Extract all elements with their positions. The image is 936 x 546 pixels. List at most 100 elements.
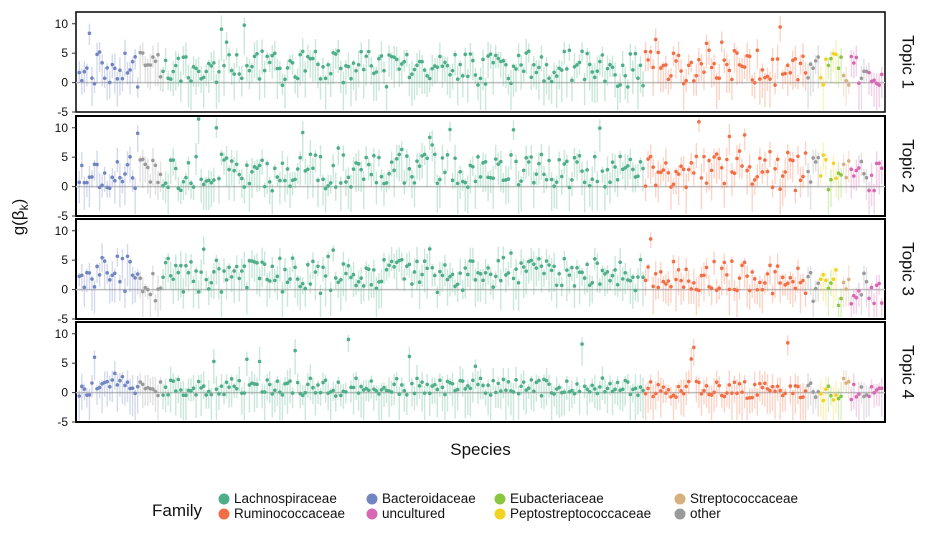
- data-point: [245, 63, 249, 68]
- data-point: [572, 64, 577, 69]
- data-point: [768, 77, 772, 81]
- data-point: [440, 156, 445, 160]
- data-point: [783, 391, 788, 396]
- data-point: [450, 381, 455, 386]
- data-point: [493, 53, 498, 58]
- data-point: [872, 391, 876, 395]
- data-point: [179, 388, 183, 392]
- data-point: [818, 392, 823, 396]
- data-point: [547, 76, 551, 81]
- data-point: [346, 175, 351, 180]
- data-point: [872, 78, 876, 83]
- data-point: [181, 290, 186, 294]
- data-point: [803, 71, 808, 75]
- data-point: [394, 57, 399, 62]
- data-point: [349, 185, 353, 189]
- data-point: [280, 161, 285, 166]
- data-point: [90, 277, 94, 281]
- data-point: [608, 180, 612, 185]
- data-point: [638, 159, 643, 164]
- data-point: [829, 177, 833, 182]
- data-point: [186, 161, 191, 165]
- data-point: [306, 262, 310, 267]
- data-point: [130, 273, 135, 278]
- data-point: [818, 174, 823, 178]
- data-point: [758, 280, 762, 285]
- data-point: [450, 68, 455, 73]
- data-point: [732, 48, 737, 53]
- data-point: [184, 263, 188, 268]
- data-point: [803, 151, 808, 155]
- data-point: [146, 287, 150, 292]
- data-point: [582, 77, 587, 82]
- data-point: [504, 62, 508, 67]
- data-point: [257, 359, 262, 364]
- data-point: [699, 61, 704, 66]
- data-point: [816, 55, 821, 59]
- data-point: [146, 63, 150, 67]
- data-point: [90, 381, 94, 385]
- data-point: [849, 301, 854, 306]
- data-point: [638, 385, 643, 389]
- data-point: [333, 276, 338, 280]
- data-point: [565, 159, 569, 164]
- data-point: [763, 158, 767, 162]
- data-point: [222, 63, 226, 68]
- data-point: [189, 389, 193, 393]
- data-point: [316, 264, 320, 269]
- data-point: [151, 271, 155, 276]
- data-point: [102, 76, 107, 81]
- data-point: [740, 390, 744, 395]
- data-point: [638, 63, 643, 68]
- data-point: [623, 270, 628, 275]
- data-point: [816, 281, 821, 286]
- data-point: [661, 168, 666, 172]
- data-point: [285, 280, 290, 285]
- data-point: [755, 287, 760, 292]
- data-point: [765, 272, 770, 276]
- data-point: [539, 55, 544, 59]
- data-point: [257, 276, 262, 281]
- data-point: [115, 383, 120, 387]
- data-point: [773, 166, 777, 171]
- data-point: [300, 130, 305, 135]
- data-point: [501, 377, 506, 382]
- data-point: [727, 287, 732, 292]
- data-point: [519, 261, 523, 265]
- data-point: [666, 279, 671, 283]
- data-point: [669, 185, 673, 189]
- data-point: [80, 163, 84, 168]
- data-point: [354, 283, 358, 288]
- data-point: [113, 271, 117, 276]
- data-point: [194, 66, 198, 71]
- data-point: [293, 265, 297, 270]
- data-point: [537, 378, 541, 383]
- data-point: [567, 273, 572, 277]
- data-point: [473, 364, 478, 369]
- data-point: [836, 171, 841, 175]
- data-point: [382, 385, 386, 390]
- data-point: [603, 272, 607, 276]
- data-point: [273, 51, 277, 56]
- data-point: [778, 281, 782, 285]
- data-point: [580, 49, 584, 54]
- data-point: [369, 282, 374, 287]
- data-point: [511, 390, 516, 394]
- data-point: [102, 171, 107, 175]
- data-point: [257, 163, 262, 168]
- data-point: [369, 172, 374, 177]
- data-point: [323, 186, 328, 191]
- data-point: [135, 384, 140, 389]
- data-point: [82, 285, 87, 290]
- data-point: [399, 62, 404, 66]
- data-point: [481, 383, 485, 388]
- data-point: [110, 273, 115, 278]
- data-point: [493, 274, 498, 279]
- data-point: [608, 381, 612, 386]
- data-point: [813, 59, 818, 63]
- data-point: [397, 392, 402, 397]
- data-point: [816, 389, 821, 394]
- data-point: [443, 263, 447, 267]
- data-point: [575, 160, 579, 164]
- data-point: [300, 281, 305, 286]
